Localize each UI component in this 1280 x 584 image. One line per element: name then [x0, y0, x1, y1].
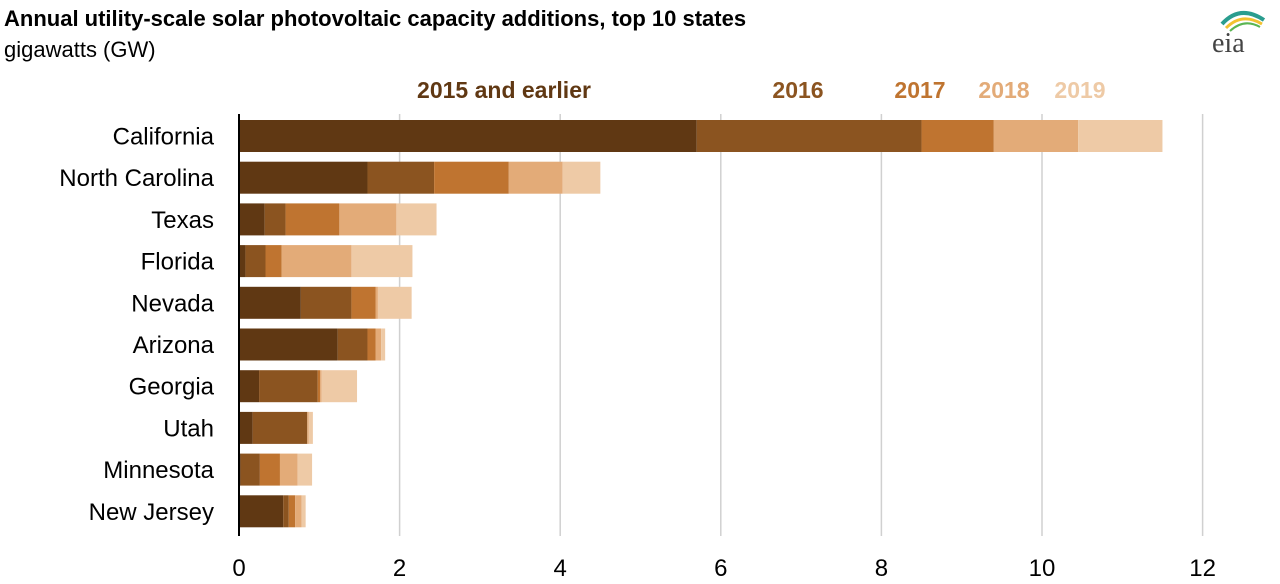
bar-segment — [308, 411, 313, 444]
bar-segment — [297, 453, 313, 486]
category-label: Florida — [141, 249, 215, 276]
bar-segment — [377, 286, 412, 319]
bar-segment — [351, 286, 376, 319]
category-label: Arizona — [133, 332, 215, 359]
bar-segment — [562, 161, 601, 194]
bar-segment — [264, 203, 286, 236]
bar-segment — [239, 161, 368, 194]
category-label: New Jersey — [89, 499, 214, 526]
bar-segment — [285, 203, 340, 236]
bar-segment — [993, 120, 1079, 152]
bar-segment — [320, 370, 322, 403]
bar-segment — [239, 370, 260, 403]
bar-segment — [279, 453, 298, 486]
bar-segment — [259, 370, 318, 403]
bars — [239, 120, 1163, 528]
bar-segment — [339, 203, 397, 236]
category-label: Utah — [163, 415, 214, 442]
bar-segment — [239, 411, 253, 444]
category-label: Texas — [151, 207, 214, 234]
bar-segment — [301, 495, 306, 528]
x-tick-label: 8 — [875, 555, 888, 582]
x-tick-label: 0 — [232, 555, 245, 582]
bar-segment — [239, 286, 301, 319]
bar-segment — [375, 286, 378, 319]
bar-segment — [281, 245, 352, 278]
bar-segment — [434, 161, 509, 194]
category-labels: California North Carolina Texas Florida Neva… — [59, 124, 214, 526]
chart-title: Annual utility-scale solar photovoltaic … — [4, 6, 747, 31]
bar-segment — [337, 328, 368, 361]
bar-segment — [696, 120, 922, 152]
bar-segment — [1078, 120, 1163, 152]
category-label: Minnesota — [103, 457, 214, 484]
bar-segment — [321, 370, 358, 403]
x-tick-label: 2 — [393, 555, 406, 582]
bar-segment — [396, 203, 437, 236]
bar-segment — [239, 203, 265, 236]
bar-segment — [259, 453, 280, 486]
bar-segment — [381, 328, 386, 361]
bar-segment — [265, 245, 282, 278]
x-tick-label: 12 — [1189, 555, 1216, 582]
category-label: Georgia — [129, 374, 215, 401]
x-tick-label: 6 — [714, 555, 727, 582]
logo-text: eia — [1212, 28, 1245, 58]
bar-segment — [375, 328, 382, 361]
category-label: California — [113, 124, 215, 151]
bar-segment — [300, 286, 352, 319]
bar-segment — [288, 495, 296, 528]
x-tick-label: 10 — [1029, 555, 1056, 582]
bar-segment — [240, 453, 260, 486]
bar-segment — [351, 245, 413, 278]
bar-segment — [508, 161, 563, 194]
bar-segment — [317, 370, 321, 403]
legend-label: 2017 — [894, 77, 945, 103]
bar-segment — [283, 495, 289, 528]
legend: 2015 and earlier 2016 2017 2018 2019 — [417, 77, 1106, 103]
bar-segment — [239, 495, 284, 528]
bar-segment — [252, 411, 308, 444]
eia-logo: eia — [1212, 11, 1266, 58]
chart-subtitle: gigawatts (GW) — [4, 37, 156, 62]
bar-segment — [239, 245, 246, 278]
bar-segment — [367, 161, 435, 194]
x-tick-label: 4 — [554, 555, 567, 582]
legend-label: 2015 and earlier — [417, 77, 591, 103]
bar-segment — [245, 245, 266, 278]
category-label: Nevada — [131, 290, 214, 317]
bar-segment — [921, 120, 994, 152]
x-tick-labels: 0 2 4 6 8 10 12 — [232, 555, 1216, 582]
legend-label: 2016 — [772, 77, 823, 103]
category-label: North Carolina — [59, 165, 214, 192]
bar-segment — [307, 411, 309, 444]
legend-label: 2018 — [978, 77, 1029, 103]
bar-segment — [239, 120, 697, 152]
bar-segment — [295, 495, 302, 528]
bar-segment — [367, 328, 376, 361]
bar-segment — [239, 328, 338, 361]
legend-label: 2019 — [1054, 77, 1105, 103]
